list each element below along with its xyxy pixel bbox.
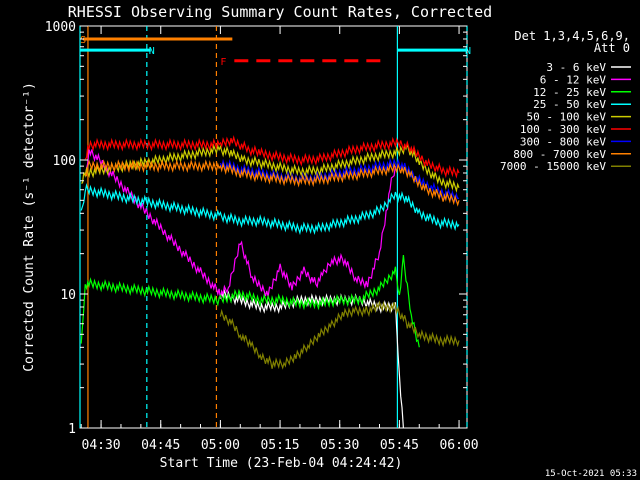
legend-label-6: 300 - 800 keV — [520, 135, 606, 148]
y-tick-label-0: 1 — [68, 422, 76, 437]
legend-label-0: 3 - 6 keV — [546, 61, 606, 74]
flag-label-1: N — [149, 46, 155, 57]
flag-label-0: S — [80, 35, 86, 46]
legend-label-8: 7000 - 15000 keV — [500, 160, 606, 173]
data-series — [80, 135, 460, 429]
footer-timestamp: 15-Oct-2021 05:33 — [545, 469, 637, 479]
y-tick-label-2: 100 — [53, 154, 76, 169]
legend-header-line-2: Att 0 — [594, 41, 630, 55]
legend-label-4: 50 - 100 keV — [527, 111, 607, 124]
legend-header-line-1: Det 1,3,4,5,6,9, — [514, 29, 630, 43]
x-axis-ticks: 04:30 04:45 05:00 05:15 05:30 05:45 06:00 — [80, 26, 479, 453]
legend-label-1: 6 - 12 keV — [540, 73, 607, 86]
legend-label-5: 100 - 300 keV — [520, 123, 606, 136]
chart-title: RHESSI Observing Summary Count Rates, Co… — [68, 3, 492, 21]
x-tick-label-5: 05:45 — [380, 438, 419, 453]
series-line-4 — [81, 141, 460, 193]
flag-bars: S N N F — [80, 35, 471, 68]
y-axis-label: Corrected Count Rate (s⁻¹ detector⁻¹) — [22, 82, 37, 372]
series-line-3 — [80, 182, 460, 236]
vertical-markers — [79, 26, 468, 428]
x-tick-label-4: 05:30 — [320, 438, 359, 453]
x-tick-label-0: 04:30 — [82, 438, 121, 453]
legend-label-7: 800 - 7000 keV — [513, 148, 606, 161]
flag-label-2: N — [465, 46, 471, 57]
x-tick-label-2: 05:00 — [201, 438, 240, 453]
x-axis-label: Start Time (23-Feb-04 04:24:42) — [160, 456, 403, 471]
series-line-2 — [80, 255, 420, 348]
series-line-6 — [219, 157, 460, 203]
x-tick-label-1: 04:45 — [141, 438, 180, 453]
x-tick-label-6: 06:00 — [439, 438, 478, 453]
y-axis-ticks: 1 10 100 1000 — [45, 20, 467, 437]
legend-label-3: 25 - 50 keV — [533, 98, 606, 111]
y-tick-label-1: 10 — [60, 288, 76, 303]
y-tick-label-3: 1000 — [45, 20, 76, 35]
series-line-0 — [219, 288, 404, 429]
flag-label-3: F — [220, 57, 226, 68]
x-tick-label-3: 05:15 — [260, 438, 299, 453]
series-line-8 — [219, 300, 460, 370]
series-line-7 — [84, 159, 460, 207]
legend-label-2: 12 - 25 keV — [533, 86, 606, 99]
series-line-5 — [84, 135, 460, 179]
